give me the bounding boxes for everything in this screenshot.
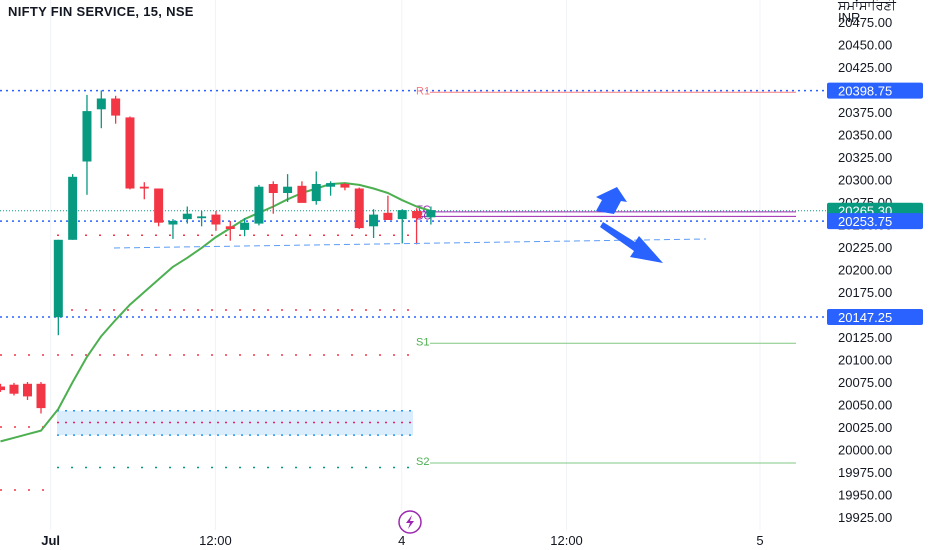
- candle: [397, 209, 407, 244]
- candle: [125, 116, 135, 190]
- candle: [96, 90, 106, 129]
- candle: [68, 174, 78, 240]
- time-axis[interactable]: Jul 12:00 4 12:00 5: [41, 533, 763, 548]
- y-tick-label: 20425.00: [838, 60, 892, 75]
- candle: [154, 188, 164, 227]
- y-tick-label: 19925.00: [838, 510, 892, 525]
- ma-layer: [0, 182, 432, 443]
- ma-line: [0, 182, 432, 443]
- candle: [326, 181, 336, 196]
- y-tick-label: 19975.00: [838, 465, 892, 480]
- candle: [297, 181, 307, 203]
- arrow-up-icon: [596, 187, 627, 214]
- candle: [23, 382, 32, 400]
- candle: [383, 195, 393, 220]
- candle: [426, 206, 436, 225]
- candle: [197, 211, 207, 227]
- candle: [369, 209, 379, 238]
- candle: [268, 181, 278, 214]
- y-tick-label: 20325.00: [838, 150, 892, 165]
- candle: [283, 174, 293, 202]
- svg-text:20253.75: 20253.75: [838, 214, 892, 229]
- candle: [182, 206, 192, 224]
- level-price-badge: 20253.75: [827, 213, 923, 230]
- candle: [354, 187, 364, 229]
- candle: [139, 182, 149, 200]
- currency-label: INR: [838, 10, 860, 25]
- y-tick-label: 20175.00: [838, 285, 892, 300]
- pivot-label-s2: S2: [416, 456, 429, 468]
- candle: [412, 208, 422, 245]
- y-tick-label: 20050.00: [838, 398, 892, 413]
- candle: [168, 219, 178, 239]
- arrow-down-icon: [600, 222, 663, 263]
- y-tick-label: 20200.00: [838, 263, 892, 278]
- x-tick-label: Jul: [41, 533, 60, 548]
- vertical-grid: [50, 0, 761, 530]
- candle: [36, 382, 46, 414]
- y-tick-label: 20075.00: [838, 375, 892, 390]
- y-tick-label: 20300.00: [838, 173, 892, 188]
- candles: [0, 90, 436, 414]
- y-tick-label: 20350.00: [838, 128, 892, 143]
- candle: [240, 218, 250, 237]
- y-tick-label: 20375.00: [838, 105, 892, 120]
- svg-text:20147.25: 20147.25: [838, 310, 892, 325]
- candle: [340, 183, 350, 191]
- pivot-label-r1: R1: [416, 86, 430, 98]
- y-tick-label: 20225.00: [838, 240, 892, 255]
- drawings: [113, 187, 707, 263]
- y-tick-label: 20125.00: [838, 330, 892, 345]
- y-tick-label: 20100.00: [838, 353, 892, 368]
- price-axis-corner: ਸਮਾਂਸਾਰਿਣੀ: [837, 0, 897, 13]
- x-tick-label: 12:00: [550, 533, 583, 548]
- candle: [111, 95, 121, 124]
- y-tick-label: 20025.00: [838, 420, 892, 435]
- level-price-badge: 20398.75: [827, 82, 923, 99]
- pivot-label-s1: S1: [416, 337, 429, 349]
- candle: [254, 184, 264, 226]
- candle: [82, 94, 92, 195]
- y-tick-label: 20475.00: [838, 15, 892, 30]
- y-tick-label: 19950.00: [838, 488, 892, 503]
- x-tick-label: 5: [756, 533, 763, 548]
- chart-title: NIFTY FIN SERVICE, 15, NSE: [8, 4, 194, 19]
- candle: [211, 211, 221, 231]
- x-tick-label: 4: [398, 533, 405, 548]
- candle: [311, 171, 321, 205]
- candle: [9, 382, 19, 396]
- candle: [225, 220, 235, 241]
- x-tick-label: 12:00: [199, 533, 232, 548]
- svg-text:20398.75: 20398.75: [838, 84, 892, 99]
- y-tick-label: 20450.00: [838, 38, 892, 53]
- level-price-badge: 20147.25: [827, 308, 923, 325]
- trend-line: [113, 238, 707, 249]
- candle: [53, 239, 63, 336]
- lightning-icon[interactable]: [398, 510, 422, 534]
- y-tick-label: 20000.00: [838, 443, 892, 458]
- candle: [0, 383, 5, 392]
